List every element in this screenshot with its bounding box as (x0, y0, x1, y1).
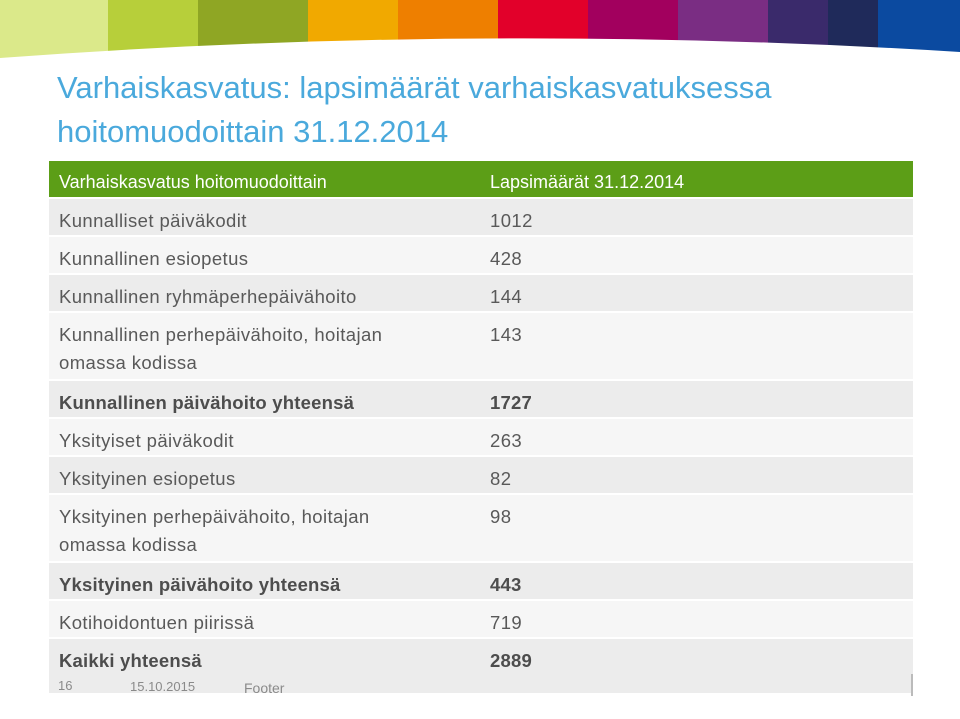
row-value: 2889 (490, 650, 532, 671)
row-label-line-2: omassa kodissa (59, 352, 198, 373)
table-header: Varhaiskasvatus hoitomuodoittain Lapsimä… (49, 161, 913, 199)
table-row: Yksityiset päiväkodit 263 (49, 419, 913, 457)
row-label: Kunnallinen ryhmäperhepäivähoito (59, 286, 357, 307)
table-row: Yksityinen esiopetus 82 (49, 457, 913, 495)
header-col-count: Lapsimäärät 31.12.2014 (490, 172, 685, 192)
table-row-subtotal: Yksityinen päivähoito yhteensä 443 (49, 563, 913, 601)
row-value: 719 (490, 612, 523, 633)
row-label: Kunnallinen perhepäivähoito, hoitajan om… (49, 313, 479, 379)
table-row: Kunnallinen esiopetus 428 (49, 237, 913, 275)
row-label: Yksityinen perhepäivähoito, hoitajan oma… (49, 495, 479, 561)
row-label: Kunnallinen päivähoito yhteensä (59, 392, 355, 413)
slide-number: 16 (58, 678, 73, 693)
row-label: Kunnalliset päiväkodit (59, 210, 247, 231)
table-row: Kunnalliset päiväkodit 1012 (49, 199, 913, 237)
table-row-total: Kaikki yhteensä 2889 (49, 639, 913, 695)
title-line-2: hoitomuodoittain 31.12.2014 (57, 114, 449, 149)
row-label: Yksityiset päiväkodit (59, 430, 234, 451)
row-value: 428 (490, 248, 523, 269)
page-title: Varhaiskasvatus: lapsimäärät varhaiskasv… (57, 66, 917, 154)
footer-date: 15.10.2015 (130, 679, 196, 694)
banner-curve (0, 38, 960, 80)
row-label: Kaikki yhteensä (59, 650, 202, 671)
color-banner (0, 0, 960, 80)
row-value: 143 (490, 324, 523, 345)
table-row: Yksityinen perhepäivähoito, hoitajan oma… (49, 495, 913, 563)
row-value: 263 (490, 430, 523, 451)
row-label: Yksityinen päivähoito yhteensä (59, 574, 341, 595)
row-label: Kotihoidontuen piirissä (59, 612, 255, 633)
table-row: Kunnallinen perhepäivähoito, hoitajan om… (49, 313, 913, 381)
row-label: Yksityinen esiopetus (59, 468, 236, 489)
footer-divider (911, 674, 913, 696)
row-value: 443 (490, 574, 522, 595)
table-row-subtotal: Kunnallinen päivähoito yhteensä 1727 (49, 381, 913, 419)
table-row: Kotihoidontuen piirissä 719 (49, 601, 913, 639)
row-value: 82 (490, 468, 512, 489)
row-value: 1727 (490, 392, 532, 413)
row-label: Kunnallinen esiopetus (59, 248, 249, 269)
row-label-line-1: Yksityinen perhepäivähoito, hoitajan (59, 506, 370, 527)
row-value: 1012 (490, 210, 533, 231)
row-value: 98 (490, 506, 512, 527)
title-line-1: Varhaiskasvatus: lapsimäärät varhaiskasv… (57, 70, 772, 105)
header-col-category: Varhaiskasvatus hoitomuodoittain (59, 172, 327, 192)
row-label-line-1: Kunnallinen perhepäivähoito, hoitajan (59, 324, 383, 345)
data-table: Varhaiskasvatus hoitomuodoittain Lapsimä… (49, 161, 913, 695)
row-value: 144 (490, 286, 523, 307)
row-label-line-2: omassa kodissa (59, 534, 198, 555)
footer-text: Footer (244, 680, 285, 696)
table-row: Kunnallinen ryhmäperhepäivähoito 144 (49, 275, 913, 313)
